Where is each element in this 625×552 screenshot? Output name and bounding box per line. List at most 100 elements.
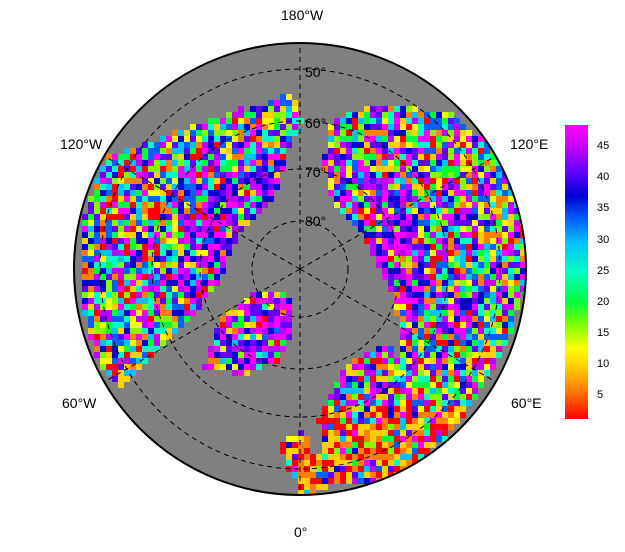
land-pixel bbox=[124, 340, 130, 346]
land-pixel bbox=[154, 172, 160, 178]
land-pixel bbox=[472, 286, 478, 292]
land-pixel bbox=[172, 148, 178, 154]
meridian-60w bbox=[103, 268, 301, 383]
land-pixel bbox=[142, 184, 148, 190]
land-pixel bbox=[490, 328, 496, 334]
land-pixel bbox=[184, 238, 190, 244]
land-pixel bbox=[136, 172, 142, 178]
land-pixel bbox=[112, 172, 118, 178]
land-pixel bbox=[412, 382, 418, 388]
land-pixel bbox=[220, 358, 226, 364]
land-pixel bbox=[442, 370, 448, 376]
land-pixel bbox=[466, 154, 472, 160]
land-pixel bbox=[160, 238, 166, 244]
land-pixel bbox=[130, 298, 136, 304]
land-pixel bbox=[442, 142, 448, 148]
land-pixel bbox=[100, 346, 106, 352]
land-pixel bbox=[286, 328, 292, 334]
land-pixel bbox=[436, 190, 442, 196]
land-pixel bbox=[280, 166, 286, 172]
land-pixel bbox=[142, 328, 148, 334]
land-pixel bbox=[394, 412, 400, 418]
land-pixel bbox=[454, 244, 460, 250]
land-pixel bbox=[436, 322, 442, 328]
land-pixel bbox=[334, 406, 340, 412]
land-pixel bbox=[142, 298, 148, 304]
land-pixel bbox=[148, 280, 154, 286]
land-pixel bbox=[430, 148, 436, 154]
land-pixel bbox=[220, 190, 226, 196]
land-pixel bbox=[400, 274, 406, 280]
land-pixel bbox=[346, 430, 352, 436]
land-pixel bbox=[352, 388, 358, 394]
land-pixel bbox=[214, 268, 220, 274]
land-pixel bbox=[262, 322, 268, 328]
land-pixel bbox=[340, 166, 346, 172]
land-pixel bbox=[490, 274, 496, 280]
land-pixel bbox=[274, 118, 280, 124]
land-pixel bbox=[490, 220, 496, 226]
land-pixel bbox=[442, 364, 448, 370]
land-pixel bbox=[406, 292, 412, 298]
land-data-field bbox=[82, 94, 526, 495]
land-pixel bbox=[394, 166, 400, 172]
land-pixel bbox=[292, 448, 298, 454]
land-pixel bbox=[256, 178, 262, 184]
land-pixel bbox=[478, 286, 484, 292]
land-pixel bbox=[136, 220, 142, 226]
land-pixel bbox=[256, 184, 262, 190]
land-pixel bbox=[130, 232, 136, 238]
land-pixel bbox=[352, 400, 358, 406]
land-pixel bbox=[406, 358, 412, 364]
land-pixel bbox=[400, 454, 406, 460]
land-pixel bbox=[478, 196, 484, 202]
land-pixel bbox=[460, 286, 466, 292]
land-pixel bbox=[472, 334, 478, 340]
land-pixel bbox=[202, 226, 208, 232]
land-pixel bbox=[118, 328, 124, 334]
land-pixel bbox=[496, 232, 502, 238]
land-pixel bbox=[394, 286, 400, 292]
land-pixel bbox=[424, 166, 430, 172]
land-pixel bbox=[400, 268, 406, 274]
land-pixel bbox=[472, 214, 478, 220]
land-pixel bbox=[448, 220, 454, 226]
land-pixel bbox=[358, 406, 364, 412]
land-pixel bbox=[484, 178, 490, 184]
land-pixel bbox=[226, 328, 232, 334]
land-pixel bbox=[406, 142, 412, 148]
land-pixel bbox=[352, 412, 358, 418]
land-pixel bbox=[220, 250, 226, 256]
land-pixel bbox=[502, 184, 508, 190]
land-pixel bbox=[268, 310, 274, 316]
land-pixel bbox=[190, 178, 196, 184]
land-pixel bbox=[448, 328, 454, 334]
land-pixel bbox=[226, 160, 232, 166]
land-pixel bbox=[484, 262, 490, 268]
land-pixel bbox=[172, 304, 178, 310]
land-pixel bbox=[136, 196, 142, 202]
land-pixel bbox=[226, 220, 232, 226]
land-pixel bbox=[394, 448, 400, 454]
land-pixel bbox=[484, 268, 490, 274]
land-pixel bbox=[424, 358, 430, 364]
land-pixel bbox=[328, 430, 334, 436]
land-pixel bbox=[406, 136, 412, 142]
land-pixel bbox=[142, 262, 148, 268]
land-pixel bbox=[466, 334, 472, 340]
land-pixel bbox=[400, 352, 406, 358]
land-pixel bbox=[442, 214, 448, 220]
land-pixel bbox=[460, 346, 466, 352]
land-pixel bbox=[232, 208, 238, 214]
land-pixel bbox=[346, 160, 352, 166]
land-pixel bbox=[88, 232, 94, 238]
land-pixel bbox=[436, 304, 442, 310]
land-pixel bbox=[436, 430, 442, 436]
land-pixel bbox=[130, 358, 136, 364]
land-pixel bbox=[160, 184, 166, 190]
land-pixel bbox=[286, 454, 292, 460]
land-pixel bbox=[328, 190, 334, 196]
land-pixel bbox=[328, 478, 334, 484]
land-pixel bbox=[100, 196, 106, 202]
lat-circle-50 bbox=[99, 68, 501, 470]
